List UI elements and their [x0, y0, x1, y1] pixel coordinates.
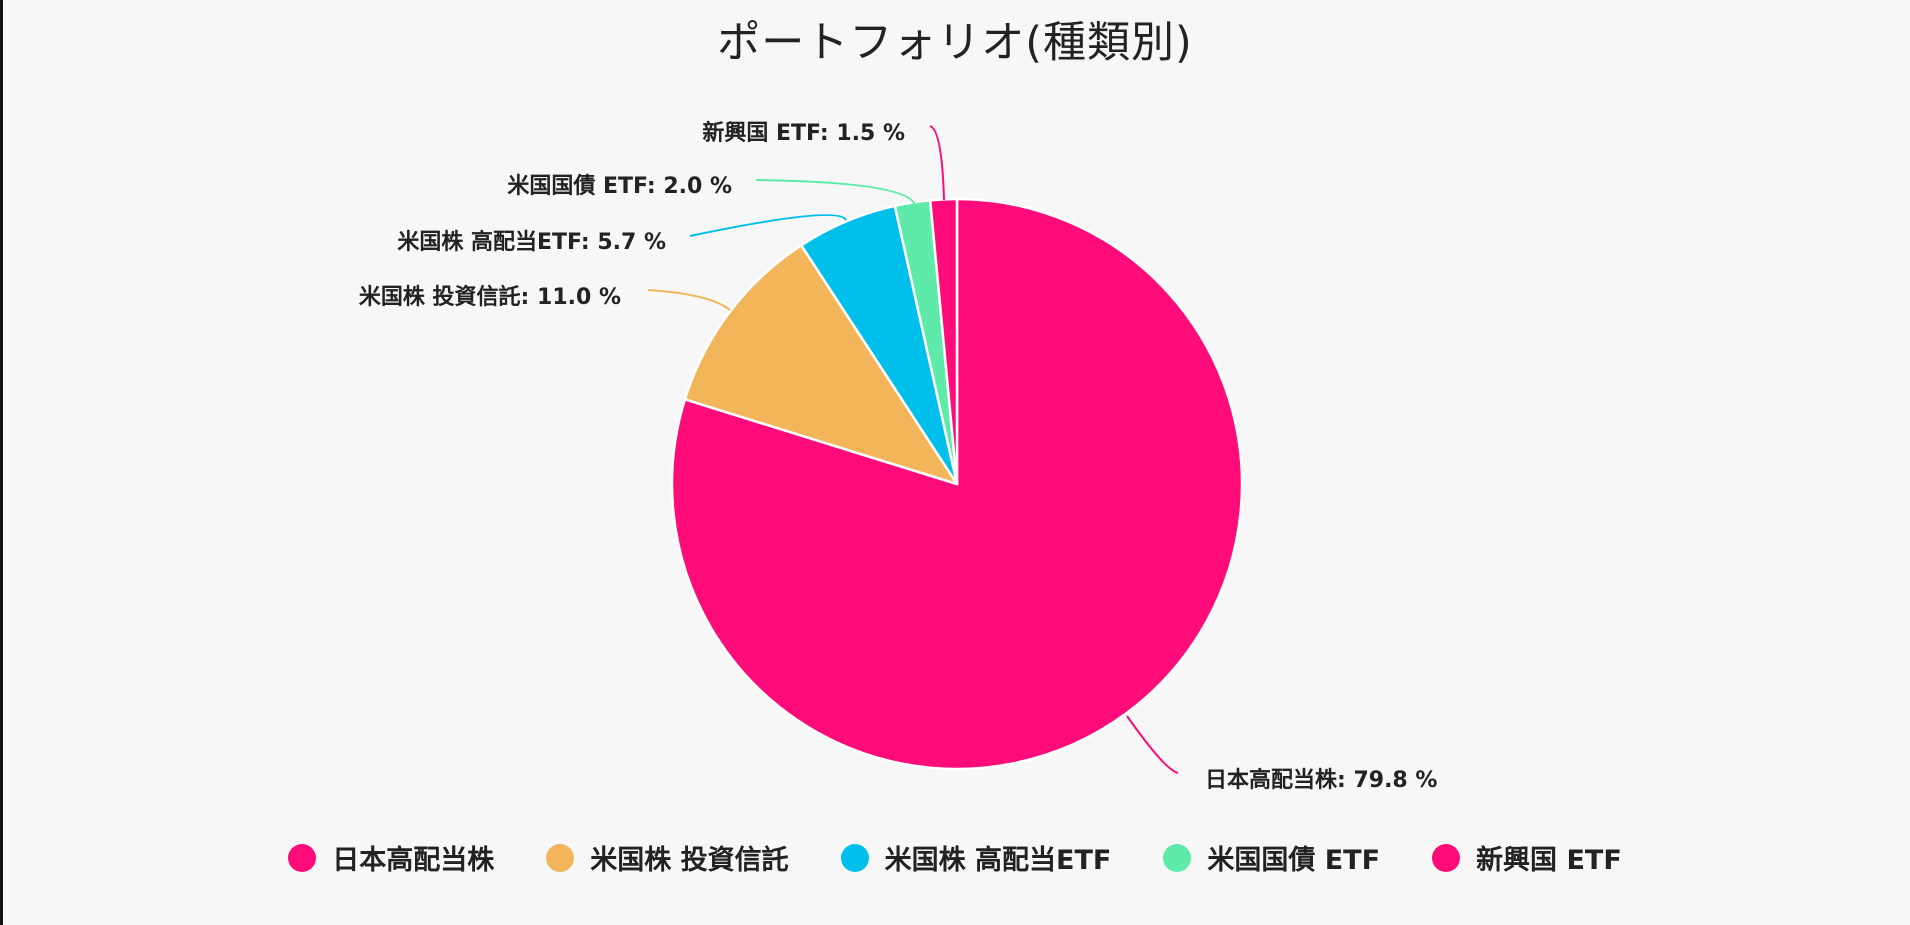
slice-label: 米国株 投資信託: 11.0 % [359, 284, 621, 310]
legend-label: 米国株 高配当ETF [884, 845, 1112, 876]
leader-line [1126, 715, 1179, 774]
legend-label: 新興国 ETF [1476, 845, 1622, 876]
legend-swatch [1432, 843, 1461, 872]
legend-swatch [546, 843, 575, 872]
legend-item[interactable]: 米国株 高配当ETF [840, 838, 1112, 877]
leader-line [689, 214, 847, 237]
slice-label: 米国株 高配当ETF: 5.7 % [397, 229, 666, 255]
legend-swatch [288, 843, 317, 872]
leader-line [647, 289, 731, 311]
leader-line [755, 179, 916, 206]
leader-line [929, 125, 945, 201]
legend-label: 米国国債 ETF [1207, 845, 1381, 876]
pie-slice [683, 244, 959, 486]
slice-label: 米国国債 ETF: 2.0 % [507, 174, 732, 199]
slice-label: 新興国 ETF: 1.5 % [702, 120, 905, 146]
legend-label: 米国株 投資信託 [590, 845, 789, 876]
legend-item[interactable]: 米国株 投資信託 [546, 838, 789, 877]
legend-swatch [840, 843, 869, 872]
legend-item[interactable]: 日本高配当株 [288, 838, 494, 877]
legend-item[interactable]: 米国国債 ETF [1163, 838, 1380, 877]
chart-legend: 日本高配当株 米国株 投資信託 米国株 高配当ETF 米国国債 ETF 新興国 ETF [0, 838, 1910, 877]
window-edge [0, 0, 3, 925]
legend-label: 日本高配当株 [332, 845, 495, 876]
legend-item[interactable]: 新興国 ETF [1432, 838, 1622, 877]
legend-swatch [1163, 843, 1192, 872]
slice-label: 日本高配当株: 79.8 % [1205, 767, 1437, 793]
chart-title: ポートフォリオ(種類別) [717, 18, 1193, 68]
